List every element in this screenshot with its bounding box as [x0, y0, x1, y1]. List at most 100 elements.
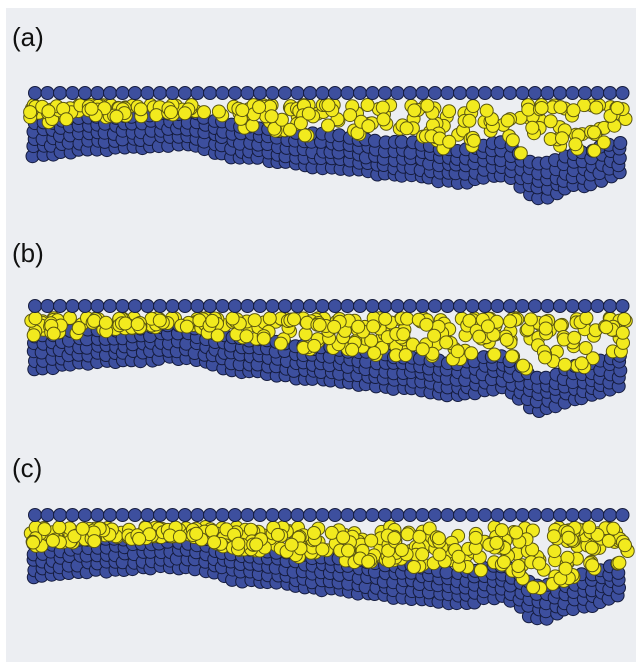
yellow-particle — [601, 533, 616, 548]
top-particle — [553, 508, 567, 522]
yellow-particle — [270, 527, 285, 542]
yellow-particle — [561, 530, 576, 545]
top-particle — [565, 508, 580, 522]
yellow-particle — [525, 120, 540, 135]
top-particle — [603, 299, 617, 313]
top-particle — [303, 299, 317, 313]
yellow-particle — [513, 146, 528, 161]
top-particle — [340, 508, 355, 522]
top-particle — [340, 299, 355, 313]
top-particle — [378, 508, 392, 522]
yellow-particle — [462, 113, 477, 128]
top-particle — [565, 86, 580, 100]
top-particle — [478, 299, 492, 313]
yellow-particle — [264, 109, 279, 124]
top-particle — [478, 86, 492, 100]
top-particle — [290, 86, 305, 100]
top-particle — [490, 299, 505, 313]
top-particle — [78, 299, 92, 313]
yellow-particle — [396, 327, 411, 342]
top-particle — [365, 508, 380, 522]
yellow-particle — [26, 328, 41, 343]
yellow-particle — [327, 319, 342, 334]
top-particle — [415, 508, 430, 522]
top-particle — [240, 299, 255, 313]
top-particle — [153, 86, 167, 100]
yellow-particle — [315, 542, 330, 557]
yellow-particle — [351, 319, 366, 334]
yellow-particle — [464, 346, 479, 361]
yellow-particle — [366, 319, 381, 334]
yellow-particle — [499, 332, 514, 347]
top-particle — [190, 299, 205, 313]
yellow-particle — [231, 536, 246, 551]
top-particle — [28, 508, 42, 522]
top-particle — [378, 299, 392, 313]
top-particle — [40, 299, 55, 313]
top-particle — [78, 86, 92, 100]
yellow-particle — [132, 531, 147, 546]
top-particle — [240, 508, 255, 522]
top-particle — [478, 508, 492, 522]
yellow-particle — [479, 103, 494, 118]
yellow-particle — [585, 558, 600, 573]
yellow-particle — [37, 522, 52, 537]
yellow-particle — [312, 318, 327, 332]
top-particle — [215, 508, 230, 522]
top-particle — [40, 508, 55, 522]
blue-particle — [613, 136, 628, 150]
top-particle — [328, 508, 342, 522]
yellow-particle — [610, 101, 625, 115]
yellow-particle — [578, 341, 593, 355]
yellow-particle — [538, 321, 553, 336]
yellow-particle — [503, 314, 518, 329]
yellow-particle — [567, 330, 582, 345]
yellow-particle — [431, 531, 446, 546]
top-particle — [315, 508, 330, 522]
yellow-particle — [406, 560, 421, 574]
top-particle — [390, 299, 405, 313]
yellow-particle — [566, 103, 581, 118]
top-particle — [353, 299, 367, 313]
yellow-particle — [557, 357, 572, 372]
yellow-particle — [152, 313, 167, 328]
top-particle — [465, 508, 480, 522]
top-particle — [40, 86, 55, 100]
yellow-particle — [378, 311, 393, 326]
top-particle — [203, 86, 217, 100]
yellow-particle — [210, 328, 225, 343]
top-particle — [90, 508, 105, 522]
yellow-particle — [505, 349, 519, 364]
yellow-particle — [420, 98, 435, 113]
top-particle — [128, 86, 142, 100]
yellow-particle — [207, 535, 222, 550]
yellow-particle — [293, 116, 308, 131]
top-particle — [428, 299, 442, 313]
yellow-particle — [496, 555, 511, 569]
yellow-particle — [321, 118, 335, 133]
top-particle — [453, 86, 467, 100]
top-particle — [590, 508, 605, 522]
yellow-particle — [256, 331, 271, 346]
top-particle — [165, 86, 180, 100]
yellow-particle — [472, 329, 487, 344]
yellow-particle — [547, 544, 562, 559]
top-particle — [253, 508, 267, 522]
top-particle — [165, 299, 180, 313]
top-particle — [603, 508, 617, 522]
top-particle — [65, 86, 80, 100]
yellow-particle — [468, 530, 483, 545]
yellow-particle — [606, 521, 621, 536]
top-particle — [328, 86, 342, 100]
top-particle — [103, 86, 117, 100]
top-particle — [65, 508, 80, 522]
yellow-particle — [427, 328, 442, 343]
yellow-particle — [612, 555, 627, 570]
yellow-particle — [415, 547, 430, 562]
yellow-particle — [205, 313, 220, 328]
top-particle — [290, 299, 305, 313]
yellow-particle — [28, 311, 43, 326]
top-particle — [290, 508, 305, 522]
top-particle — [90, 86, 105, 100]
yellow-particle — [26, 535, 41, 550]
